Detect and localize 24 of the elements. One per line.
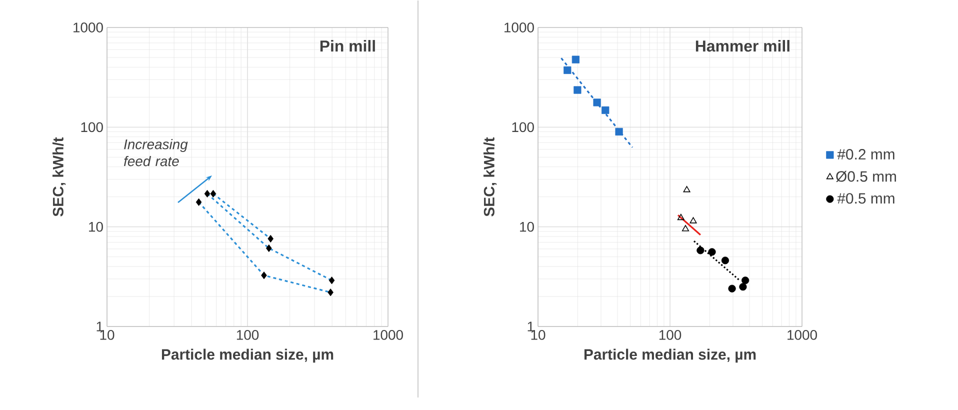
- x-tick-label: 10: [531, 330, 546, 340]
- y-axis-title: SEC, kWh/t: [483, 138, 497, 217]
- legend-label: #0.2 mm: [837, 149, 894, 160]
- y-tick-label: 1: [528, 322, 534, 332]
- x-tick-label: 1000: [788, 330, 817, 340]
- annotation: Increasing feed rate: [124, 139, 188, 166]
- x-tick-label: 100: [236, 330, 259, 340]
- x-tick-label: 100: [659, 330, 682, 340]
- text: Pin mill: [320, 40, 375, 52]
- legend-label: #0.5 mm: [837, 193, 894, 204]
- y-axis-title: SEC, kWh/t: [52, 138, 66, 217]
- y-tick-label: 10: [520, 222, 534, 232]
- y-tick-label: 1: [96, 322, 103, 332]
- x-axis-title: Particle median size, µm: [584, 348, 756, 363]
- y-tick-label: 100: [81, 122, 103, 132]
- x-axis-title: Particle median size, µm: [162, 348, 334, 363]
- x-tick-label: 10: [100, 330, 114, 340]
- legend-label: Ø0.5 mm: [836, 171, 896, 182]
- y-tick-label: 1000: [504, 22, 534, 33]
- y-tick-label: 100: [512, 122, 534, 132]
- y-tick-label: 10: [89, 222, 103, 232]
- text: Hammer mill: [696, 40, 790, 52]
- x-tick-label: 1000: [374, 330, 403, 340]
- y-tick-label: 1000: [74, 22, 103, 33]
